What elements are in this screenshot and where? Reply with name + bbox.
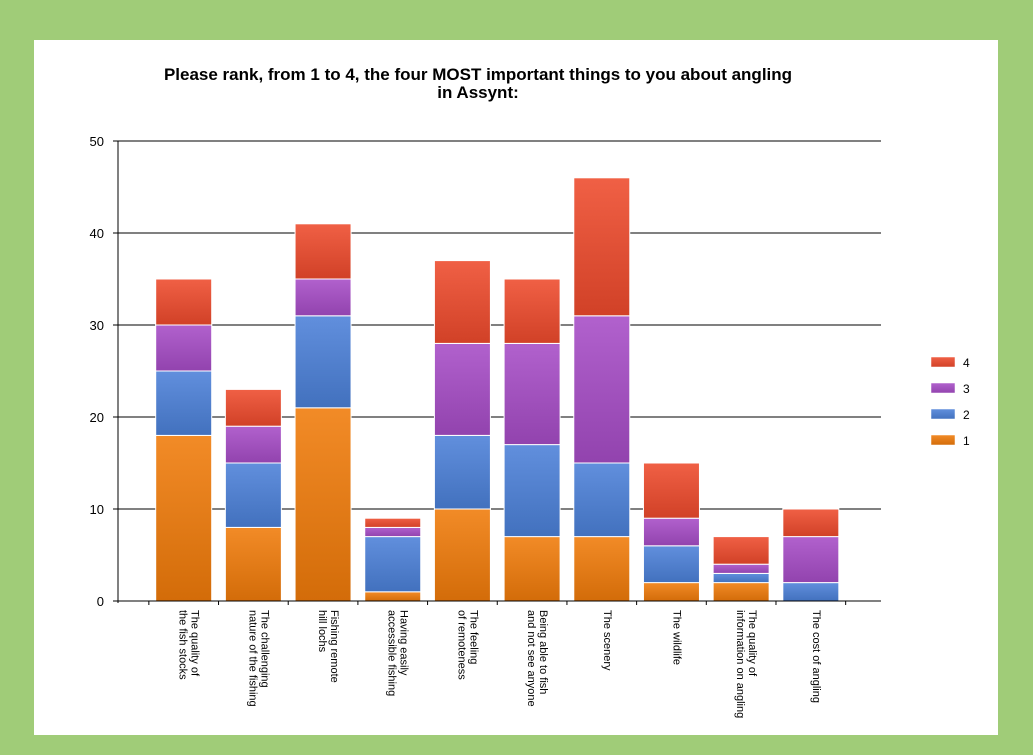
x-category-label: the fish stocks xyxy=(177,610,189,680)
y-tick-label: 10 xyxy=(90,502,104,517)
x-category-label: hill lochs xyxy=(316,610,328,653)
bar-segment xyxy=(433,342,491,436)
bar-segment xyxy=(294,223,352,280)
bar-segment xyxy=(642,582,700,602)
x-category-label: The quality of xyxy=(189,610,201,677)
legend-swatch xyxy=(930,408,956,420)
bar-segment xyxy=(294,315,352,409)
bar-segment xyxy=(642,545,700,584)
x-category-label: The scenery xyxy=(601,610,613,671)
y-axis-tick-labels: 0 10 20 30 40 50 xyxy=(90,134,104,609)
bar-segment xyxy=(294,407,352,602)
bar-segment xyxy=(503,342,561,446)
bar-segment xyxy=(155,370,213,436)
stacked-bar-chart: Please rank, from 1 to 4, the four MOST … xyxy=(90,65,970,718)
bar-segment xyxy=(433,508,491,602)
bar-segment xyxy=(642,517,700,547)
bar-segment xyxy=(642,462,700,519)
x-category-label: The cost of angling xyxy=(810,610,822,703)
x-category-label: The feeling xyxy=(467,610,479,664)
bar-segment xyxy=(294,278,352,317)
x-category-label: and not see anyone xyxy=(525,610,537,707)
bar-segment xyxy=(224,388,282,427)
bar-segment xyxy=(573,315,631,464)
bar-segment xyxy=(364,526,422,538)
x-category-label: information on angling xyxy=(734,610,746,718)
bar-segment xyxy=(782,536,840,584)
y-tick-label: 50 xyxy=(90,134,104,149)
bar-segment xyxy=(364,517,422,528)
bars xyxy=(155,177,840,602)
legend-label: 3 xyxy=(963,382,970,396)
bar-segment xyxy=(155,434,213,602)
bar-segment xyxy=(155,324,213,372)
y-tick-label: 0 xyxy=(97,594,104,609)
bar-segment xyxy=(573,536,631,602)
bar-segment xyxy=(503,278,561,344)
x-category-label: nature of the fishing xyxy=(246,610,258,707)
legend-label: 4 xyxy=(963,356,970,370)
bar-segment xyxy=(364,591,422,602)
chart-title-line: in Assynt: xyxy=(437,83,519,102)
legend-swatch xyxy=(930,356,956,368)
bar-segment xyxy=(503,536,561,602)
x-category-label: The wildlife xyxy=(670,610,682,665)
bar-segment xyxy=(573,177,631,317)
bar-segment xyxy=(433,434,491,510)
y-tick-label: 20 xyxy=(90,410,104,425)
x-category-label: of remoteness xyxy=(455,610,467,680)
x-category-label: accessible fishing xyxy=(386,610,398,696)
bar-segment xyxy=(224,526,282,602)
x-category-label: Having easily xyxy=(398,610,410,676)
y-tick-label: 40 xyxy=(90,226,104,241)
bar-segment xyxy=(712,536,770,565)
bar-segment xyxy=(573,462,631,538)
chart-title: Please rank, from 1 to 4, the four MOST … xyxy=(164,65,792,102)
bar-segment xyxy=(782,582,840,602)
bar-segment xyxy=(712,582,770,602)
x-category-label: Being able to fish xyxy=(537,610,549,694)
x-category-label: The quality of xyxy=(746,610,758,677)
bar-segment xyxy=(224,462,282,528)
bar-segment xyxy=(364,536,422,593)
legend: 4 3 2 1 xyxy=(930,356,970,448)
legend-swatch xyxy=(930,382,956,394)
bar-segment xyxy=(224,425,282,464)
axes xyxy=(113,141,881,605)
legend-swatch xyxy=(930,434,956,446)
bar-segment xyxy=(782,508,840,538)
legend-label: 1 xyxy=(963,434,970,448)
x-category-label: Fishing remote xyxy=(328,610,340,683)
bar-segment xyxy=(433,260,491,344)
chart-title-line: Please rank, from 1 to 4, the four MOST … xyxy=(164,65,792,84)
y-tick-label: 30 xyxy=(90,318,104,333)
bar-segment xyxy=(712,563,770,574)
chart-panel: Please rank, from 1 to 4, the four MOST … xyxy=(34,40,998,735)
bar-segment xyxy=(712,572,770,584)
bar-segment xyxy=(155,278,213,326)
x-category-label: The challenging xyxy=(258,610,270,688)
legend-label: 2 xyxy=(963,408,970,422)
bar-segment xyxy=(503,444,561,538)
